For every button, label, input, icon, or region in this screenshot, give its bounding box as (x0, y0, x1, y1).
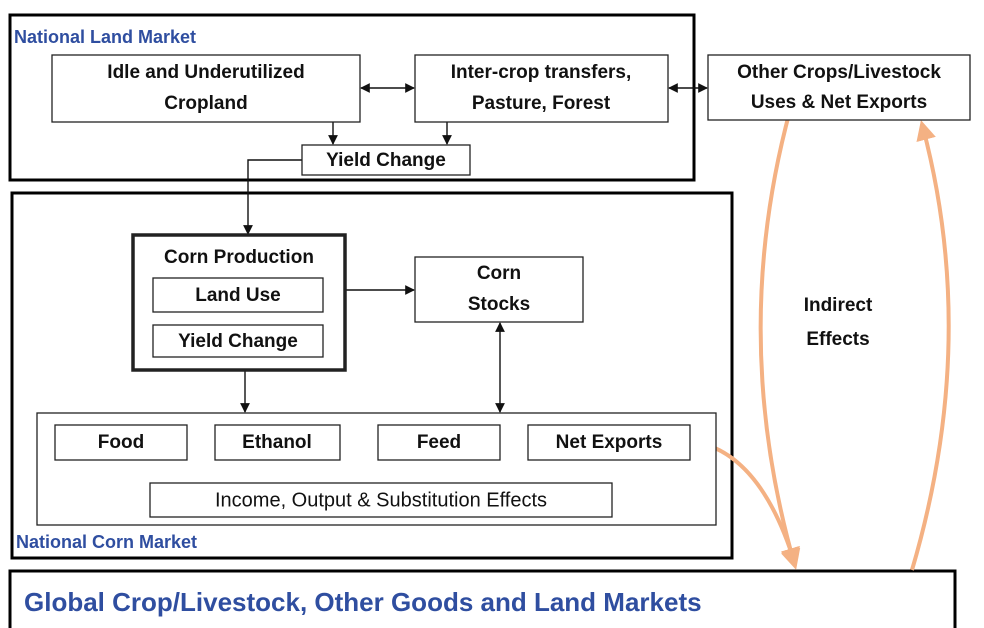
corn-market-frame (10, 191, 734, 560)
indirect-arrow (910, 120, 951, 571)
annotation: Indirect (804, 295, 873, 316)
land-market-frame (8, 13, 696, 182)
node-box (54, 424, 188, 461)
node-label: Food (98, 432, 144, 453)
node-box (377, 424, 501, 461)
node-box (414, 256, 584, 323)
node-box (301, 144, 471, 176)
node-label: Yield Change (326, 150, 446, 171)
node-label: Land Use (195, 285, 281, 306)
node-box (152, 277, 324, 313)
node-box (152, 324, 324, 358)
node-label: Idle and Underutilized (107, 62, 304, 83)
node-label: Corn Production (164, 247, 314, 268)
node-label: Stocks (468, 294, 530, 315)
region-label: National Land Market (14, 27, 196, 47)
region-label: National Corn Market (16, 532, 197, 552)
node-label: Yield Change (178, 331, 298, 352)
node-label: Inter-crop transfers, (451, 62, 632, 83)
node-label: Cropland (164, 93, 247, 114)
node-label: Pasture, Forest (472, 93, 611, 114)
region-label: Global Crop/Livestock, Other Goods and L… (24, 587, 702, 617)
global-frame (8, 569, 957, 628)
node-box (214, 424, 341, 461)
node-label: Uses & Net Exports (751, 92, 927, 113)
node-box (527, 424, 691, 461)
indirect-arrow (758, 117, 801, 570)
node-label: Corn (477, 263, 521, 284)
node-label: Ethanol (242, 432, 312, 453)
node-label: Net Exports (556, 432, 663, 453)
arrow (243, 159, 302, 235)
annotation: Effects (806, 329, 869, 350)
node-box (149, 482, 613, 518)
node-box (51, 54, 361, 123)
node-label: Other Crops/Livestock (737, 62, 941, 83)
node-box (414, 54, 669, 123)
node-label: Income, Output & Substitution Effects (215, 489, 547, 511)
node-box (707, 54, 971, 121)
node-label: Feed (417, 432, 461, 453)
